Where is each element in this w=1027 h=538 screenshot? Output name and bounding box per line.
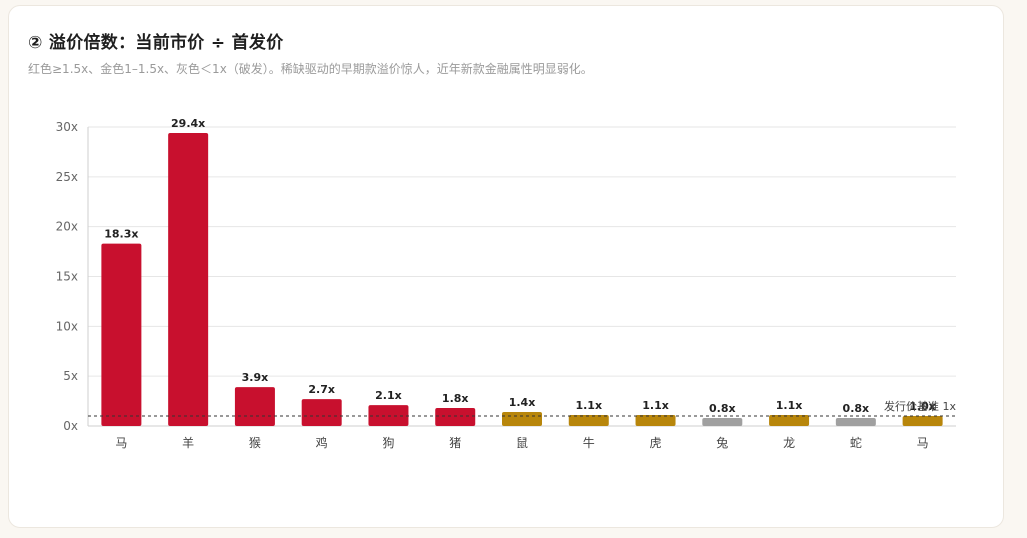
x-tick-label: 龙	[783, 436, 795, 450]
bar-value-label: 3.9x	[242, 371, 269, 384]
bar	[568, 415, 609, 426]
y-tick-label: 20x	[56, 220, 78, 234]
chart-title: ② 溢价倍数：当前市价 ÷ 首发价	[28, 33, 284, 53]
bar-value-label: 1.8x	[442, 392, 469, 405]
bar-value-label: 1.4x	[509, 396, 536, 409]
bar	[902, 416, 943, 426]
chart-subtitle: 红色≥1.5x、金色1–1.5x、灰色＜1x（破发）。稀缺驱动的早期款溢价惊人，…	[28, 62, 593, 76]
bar	[635, 415, 676, 426]
bar	[702, 418, 743, 426]
bar-value-label: 1.1x	[642, 399, 669, 412]
x-tick-label: 马	[917, 436, 929, 450]
x-tick-label: 虎	[650, 436, 662, 450]
bar	[769, 415, 810, 426]
bar-value-label: 2.7x	[308, 383, 335, 396]
bar-value-label: 18.3x	[104, 228, 138, 241]
bar	[502, 412, 542, 426]
bar	[168, 132, 209, 427]
bar	[835, 418, 876, 426]
bar-value-label: 1.0x	[909, 400, 936, 413]
y-tick-label: 30x	[56, 120, 78, 134]
bar-value-label: 1.1x	[776, 399, 803, 412]
bar-value-label: 29.4x	[171, 117, 205, 130]
x-tick-label: 牛	[583, 435, 595, 450]
bar-value-label: 0.8x	[843, 402, 870, 415]
y-tick-label: 10x	[56, 319, 78, 333]
bar-value-label: 0.8x	[709, 402, 736, 415]
x-tick-label: 猴	[249, 436, 261, 450]
bar-value-label: 2.1x	[375, 389, 402, 402]
bar	[101, 243, 142, 426]
reference-line-label: 发行价基准 1x	[884, 399, 956, 413]
x-tick-label: 猪	[449, 436, 461, 450]
x-tick-label: 羊	[182, 435, 194, 450]
x-tick-label: 兔	[716, 435, 728, 450]
x-tick-label: 鸡	[316, 435, 328, 450]
x-tick-label: 蛇	[850, 435, 862, 450]
y-tick-label: 0x	[63, 419, 78, 433]
bar-value-label: 1.1x	[575, 399, 602, 412]
bar	[301, 399, 342, 426]
x-tick-label: 狗	[382, 436, 394, 450]
bar	[234, 387, 275, 426]
y-tick-label: 25x	[56, 170, 78, 184]
y-tick-label: 15x	[56, 270, 78, 284]
y-tick-label: 5x	[63, 369, 78, 383]
bar	[435, 408, 476, 426]
x-tick-label: 鼠	[516, 436, 528, 450]
x-tick-label: 马	[115, 436, 127, 450]
